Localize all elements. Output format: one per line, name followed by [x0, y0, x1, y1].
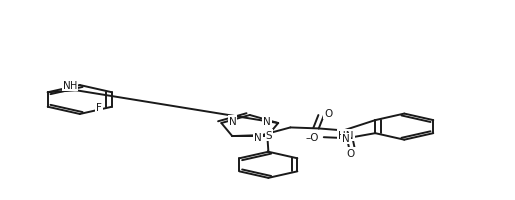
Text: S: S — [265, 130, 272, 140]
Text: F: F — [96, 102, 102, 112]
Text: H: H — [70, 81, 77, 91]
Text: –O: –O — [306, 132, 319, 142]
Text: N: N — [254, 132, 262, 142]
Text: O: O — [347, 148, 355, 158]
Text: HN: HN — [338, 130, 354, 140]
Text: N: N — [229, 116, 236, 126]
Text: N: N — [63, 81, 71, 91]
Text: N: N — [342, 134, 350, 144]
Text: N: N — [263, 116, 271, 126]
Text: O: O — [324, 109, 332, 119]
